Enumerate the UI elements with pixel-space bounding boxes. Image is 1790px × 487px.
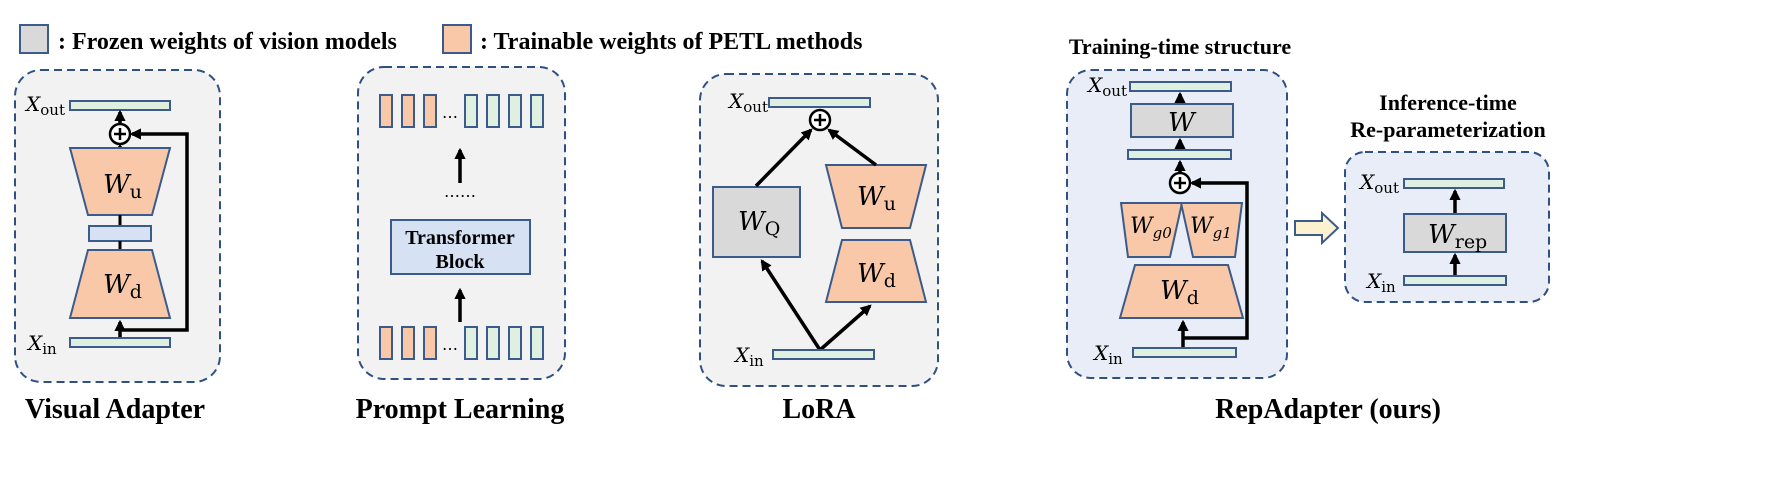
repadapter-inference-title-line1: Inference-time — [1379, 90, 1517, 115]
lora-title: LoRA — [782, 394, 856, 425]
visual-adapter-wd-block — [68, 249, 172, 319]
repadapter-wg1-label: Wg1 — [1190, 214, 1232, 242]
legend-frozen-label: : Frozen weights of vision models — [58, 29, 397, 55]
visual-adapter-title: Visual Adapter — [25, 394, 205, 425]
visual-adapter-wu-label: Wu — [103, 170, 142, 203]
lora-wu-label: Wu — [857, 182, 896, 215]
repadapter-w-block — [1130, 103, 1234, 138]
prompt-learning-top-tokens: … — [379, 94, 544, 128]
prompt-learning-dots: …… — [444, 182, 476, 201]
repadapter-wg1-block — [1179, 202, 1244, 258]
panel-repadapter: Training-time structure Xout W Wg0 Wg1 W… — [1066, 34, 1550, 425]
lora-wq-block — [712, 186, 801, 258]
visual-adapter-xin-label: Xin — [26, 331, 57, 358]
repadapter-training-title: Training-time structure — [1069, 34, 1291, 59]
inference-xin-label: Xin — [1365, 269, 1396, 296]
transformer-block-line2: Block — [436, 251, 486, 273]
legend-trainable-swatch — [442, 24, 472, 54]
panel-visual-adapter: Xout Wu Wd Xin Visual Adapter — [14, 69, 221, 425]
visual-adapter-xout-label: Xout — [24, 92, 65, 119]
reparameterize-arrow-icon — [1294, 210, 1340, 246]
lora-wd-block — [824, 239, 928, 303]
repadapter-w-label: W — [1168, 108, 1197, 138]
visual-adapter-xout-token — [69, 100, 171, 111]
legend: : Frozen weights of vision models : Trai… — [19, 24, 862, 55]
repadapter-xout-label: Xout — [1086, 73, 1127, 100]
lora-xout-label: Xout — [727, 89, 768, 116]
inference-xin-token — [1403, 275, 1507, 286]
visual-adapter-skip-connection — [120, 128, 189, 332]
lora-wu-block — [824, 164, 928, 229]
visual-adapter-wd-label: Wd — [103, 270, 142, 303]
lora-xin-label: Xin — [733, 343, 764, 370]
prompt-learning-transformer-block — [390, 219, 531, 275]
repadapter-skip-connection — [1183, 177, 1249, 340]
transformer-block-line1: Transformer — [405, 227, 515, 249]
lora-xin-token — [772, 349, 875, 360]
visual-adapter-hidden-token — [88, 225, 152, 242]
legend-frozen-swatch — [19, 24, 49, 54]
repadapter-title: RepAdapter (ours) — [1215, 394, 1441, 425]
svg-text:…: … — [442, 103, 458, 122]
inference-wrep-block — [1403, 213, 1507, 253]
lora-frame — [699, 73, 939, 387]
visual-adapter-xin-token — [69, 337, 171, 348]
repadapter-mid-token — [1127, 149, 1232, 160]
repadapter-inference-title-line2: Re-parameterization — [1350, 117, 1545, 142]
inference-xout-token — [1403, 178, 1505, 189]
panel-prompt-learning: … …… Transformer Block … Prompt Learning — [356, 66, 566, 425]
panel-lora: Xout WQ Wu Wd Xin LoRA — [699, 73, 939, 425]
repadapter-wg0-label: Wg0 — [1130, 214, 1172, 242]
svg-text:…: … — [442, 335, 458, 354]
legend-trainable-label: : Trainable weights of PETL methods — [480, 29, 862, 55]
visual-adapter-wu-block — [68, 147, 172, 216]
repadapter-xout-token — [1129, 81, 1232, 92]
inference-wrep-label: Wrep — [1428, 220, 1487, 253]
repadapter-xin-token — [1132, 347, 1237, 358]
repadapter-xin-label: Xin — [1092, 341, 1123, 368]
inference-xout-label: Xout — [1358, 170, 1399, 197]
repadapter-wd-label: Wd — [1160, 276, 1199, 309]
prompt-learning-bottom-tokens: … — [379, 326, 544, 360]
prompt-learning-title: Prompt Learning — [356, 394, 565, 425]
lora-xout-token — [768, 97, 871, 108]
lora-wd-label: Wd — [857, 259, 896, 292]
repadapter-wg0-block — [1119, 202, 1184, 258]
lora-wq-label: WQ — [738, 207, 780, 240]
repadapter-wd-block — [1118, 264, 1245, 319]
